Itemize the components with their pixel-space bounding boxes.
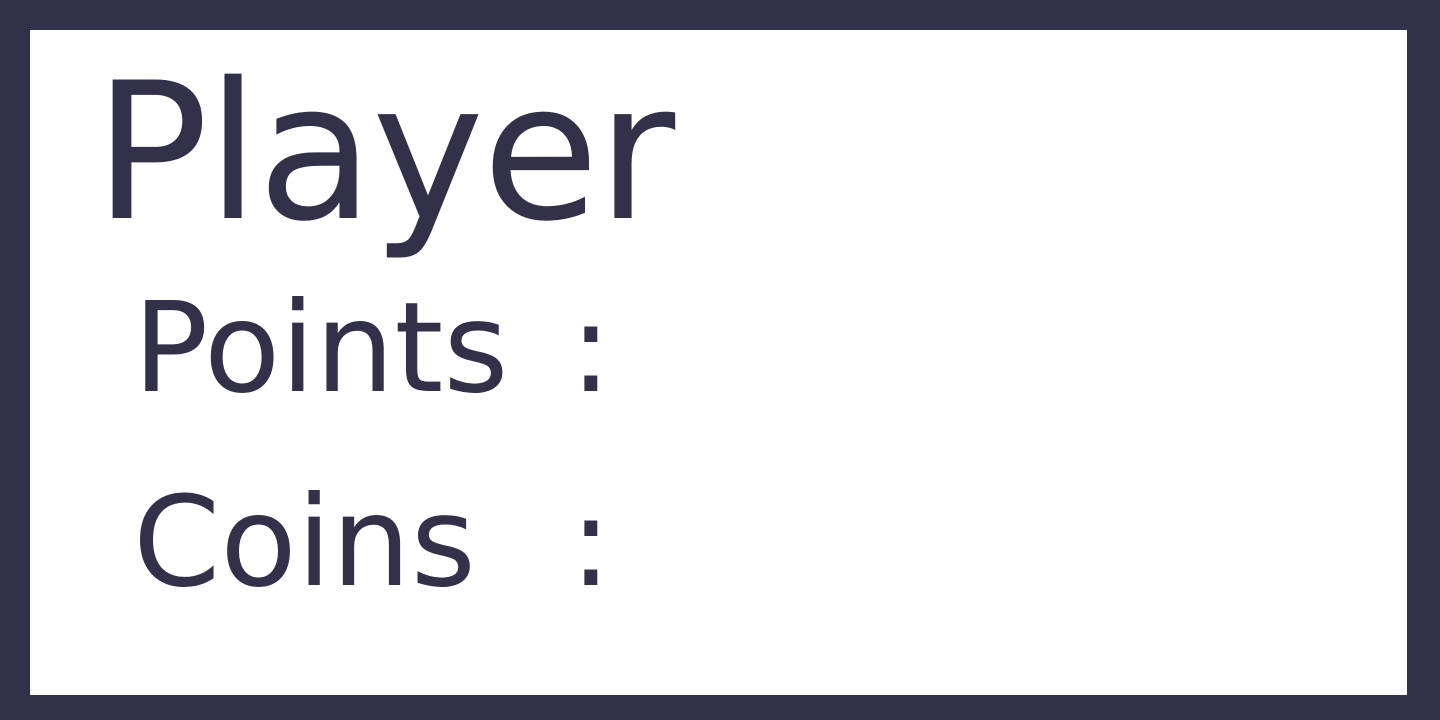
coins-row: Coins : <box>133 480 682 605</box>
points-separator: : <box>569 276 612 421</box>
coins-separator: : <box>569 470 612 615</box>
points-row: Points : <box>133 286 682 411</box>
player-panel: Player Points : Coins : <box>30 30 1407 695</box>
player-title: Player <box>94 42 675 263</box>
coins-label: Coins <box>133 470 476 615</box>
points-label: Points <box>133 276 509 421</box>
